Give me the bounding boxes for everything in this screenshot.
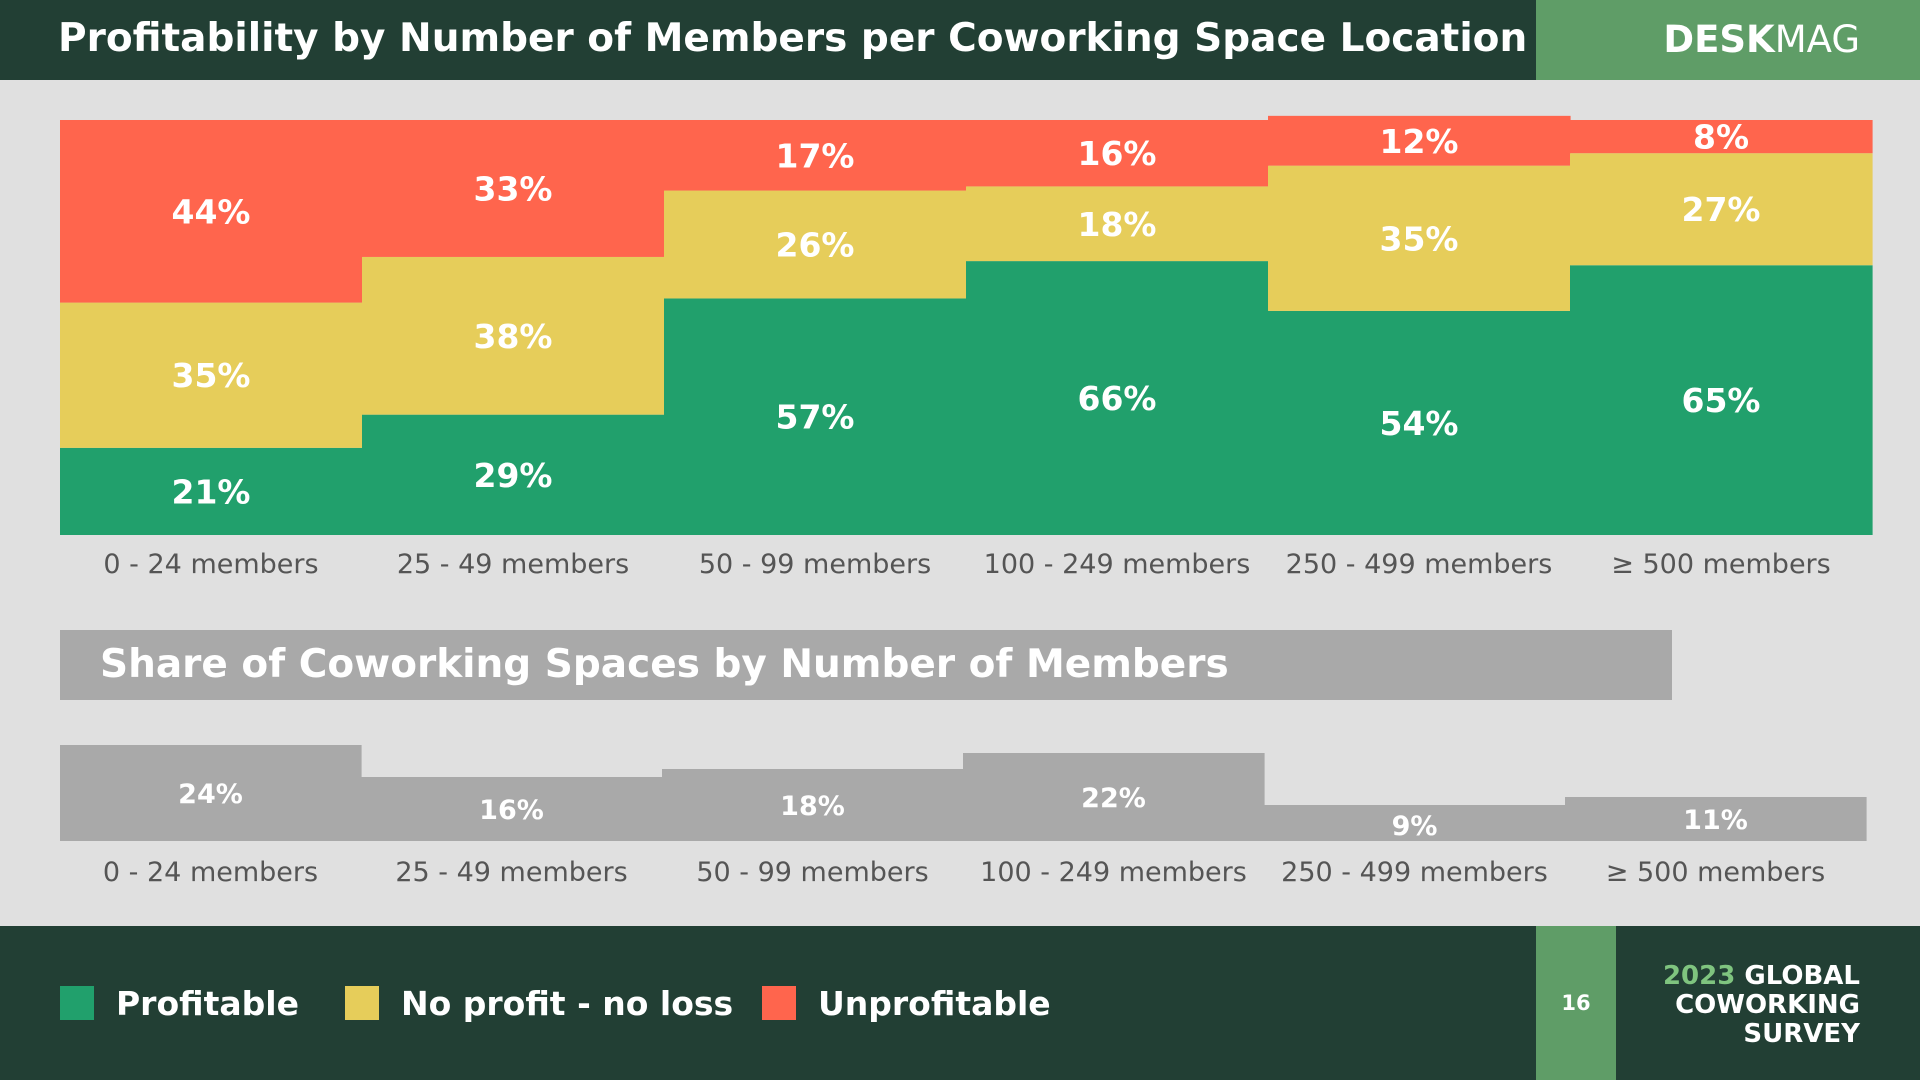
share-label-0-24-members: 24% xyxy=(178,779,243,810)
share-bar-50-99-members xyxy=(662,769,964,841)
survey-line-3: SURVEY xyxy=(1743,1019,1860,1049)
survey-year: 2023 xyxy=(1662,961,1736,991)
profitable-label-25-49-members: 29% xyxy=(474,456,553,495)
x-tick-label: 25 - 49 members xyxy=(397,549,629,580)
profitable-label-100-249-members: 66% xyxy=(1078,379,1157,418)
survey-word-global: GLOBAL xyxy=(1744,961,1860,991)
share-x-tick-label: ≥ 500 members xyxy=(1606,857,1825,888)
brand-logo-light: MAG xyxy=(1774,18,1860,61)
brand-logo-bold: DESK xyxy=(1663,18,1775,61)
survey-logo: 2023 GLOBAL COWORKING SURVEY xyxy=(1663,962,1860,1049)
profitable-bar-250-499-members xyxy=(1268,310,1571,535)
profitable-bar-0-24-members xyxy=(60,447,363,535)
unprofitable-label-25-49-members: 33% xyxy=(474,169,553,208)
brand-box: DESKMAG xyxy=(1536,0,1920,80)
profitability-chart: 21% 35% 44% 0 - 24 members 29% 38% 33% 25 - 49 … xyxy=(60,115,1873,580)
legend-label-profitable: Profitable xyxy=(116,983,299,1023)
x-tick-label: 250 - 499 members xyxy=(1286,549,1553,580)
page-number: 16 xyxy=(1561,991,1591,1015)
unprofitable-bar-250-499-members xyxy=(1268,115,1571,166)
no-profit-no-loss-bar-gte-500-members xyxy=(1570,153,1873,266)
profitable-bar-gte-500-members xyxy=(1570,265,1873,535)
unprofitable-label-0-24-members: 44% xyxy=(172,192,251,231)
profitable-bar-100-249-members xyxy=(966,261,1269,535)
unprofitable-label-250-499-members: 12% xyxy=(1380,122,1459,161)
unprofitable-bar-0-24-members xyxy=(60,120,363,303)
header-bar: Profitability by Number of Members per C… xyxy=(0,0,1920,80)
profitable-label-50-99-members: 57% xyxy=(776,398,855,437)
share-bar-25-49-members xyxy=(361,777,663,841)
share-bar-250-499-members xyxy=(1264,805,1566,841)
unprofitable-label-100-249-members: 16% xyxy=(1078,134,1157,173)
share-label-25-49-members: 16% xyxy=(479,795,544,826)
no-profit-no-loss-label-50-99-members: 26% xyxy=(776,226,855,265)
share-label-gte-500-members: 11% xyxy=(1683,805,1748,836)
legend-item-no-profit-no-loss: No profit - no loss xyxy=(345,983,734,1023)
no-profit-no-loss-label-25-49-members: 38% xyxy=(474,317,553,356)
survey-line-1: 2023 GLOBAL xyxy=(1663,962,1860,991)
profitable-bar-25-49-members xyxy=(362,414,665,535)
unprofitable-label-gte-500-members: 8% xyxy=(1693,118,1749,157)
profitable-bar-50-99-members xyxy=(664,298,967,535)
no-profit-no-loss-bar-50-99-members xyxy=(664,190,967,299)
x-tick-label: 0 - 24 members xyxy=(103,549,318,580)
legend-item-profitable: Profitable xyxy=(60,983,299,1023)
legend-item-unprofitable: Unprofitable xyxy=(762,983,1051,1023)
footer-bar: Profitable No profit - no loss Unprofita… xyxy=(0,926,1920,1080)
unprofitable-bar-100-249-members xyxy=(966,120,1269,187)
share-bar-0-24-members xyxy=(60,745,362,841)
unprofitable-bar-25-49-members xyxy=(362,120,665,257)
profitable-label-250-499-members: 54% xyxy=(1380,404,1459,443)
no-profit-no-loss-bar-250-499-members xyxy=(1268,165,1571,311)
survey-line-2: COWORKING xyxy=(1675,990,1860,1020)
profitable-label-0-24-members: 21% xyxy=(172,472,251,511)
legend-swatch-no-profit-no-loss xyxy=(345,986,379,1020)
x-tick-label: ≥ 500 members xyxy=(1611,549,1830,580)
share-label-100-249-members: 22% xyxy=(1081,783,1146,814)
share-chart: 24% 0 - 24 members 16% 25 - 49 members 18% 50… xyxy=(60,745,1867,888)
share-chart-title: Share of Coworking Spaces by Number of M… xyxy=(100,642,1229,687)
share-x-tick-label: 100 - 249 members xyxy=(980,857,1247,888)
x-tick-label: 50 - 99 members xyxy=(699,549,931,580)
legend-swatch-unprofitable xyxy=(762,986,796,1020)
no-profit-no-loss-label-250-499-members: 35% xyxy=(1380,219,1459,258)
no-profit-no-loss-label-100-249-members: 18% xyxy=(1078,205,1157,244)
share-x-tick-label: 25 - 49 members xyxy=(395,857,627,888)
x-tick-label: 100 - 249 members xyxy=(984,549,1251,580)
unprofitable-label-50-99-members: 17% xyxy=(776,136,855,175)
share-x-tick-label: 50 - 99 members xyxy=(696,857,928,888)
unprofitable-bar-gte-500-members xyxy=(1570,120,1873,154)
no-profit-no-loss-bar-25-49-members xyxy=(362,256,665,415)
legend-swatch-profitable xyxy=(60,986,94,1020)
share-bar-gte-500-members xyxy=(1565,797,1867,841)
profitable-label-gte-500-members: 65% xyxy=(1682,381,1761,420)
no-profit-no-loss-bar-100-249-members xyxy=(966,186,1269,262)
share-label-50-99-members: 18% xyxy=(780,791,845,822)
unprofitable-bar-50-99-members xyxy=(664,120,967,191)
share-x-tick-label: 0 - 24 members xyxy=(103,857,318,888)
no-profit-no-loss-bar-0-24-members xyxy=(60,302,363,448)
brand-logo: DESKMAG xyxy=(1663,0,1860,80)
share-x-tick-label: 250 - 499 members xyxy=(1281,857,1548,888)
share-bar-100-249-members xyxy=(963,753,1265,841)
share-label-250-499-members: 9% xyxy=(1392,811,1438,842)
legend-label-unprofitable: Unprofitable xyxy=(818,983,1051,1023)
no-profit-no-loss-label-gte-500-members: 27% xyxy=(1682,190,1761,229)
share-title-bar: Share of Coworking Spaces by Number of M… xyxy=(60,630,1672,700)
legend-label-no-profit-no-loss: No profit - no loss xyxy=(401,983,734,1023)
no-profit-no-loss-label-0-24-members: 35% xyxy=(172,356,251,395)
page-number-box: 16 xyxy=(1536,926,1616,1080)
page-title: Profitability by Number of Members per C… xyxy=(58,16,1528,61)
